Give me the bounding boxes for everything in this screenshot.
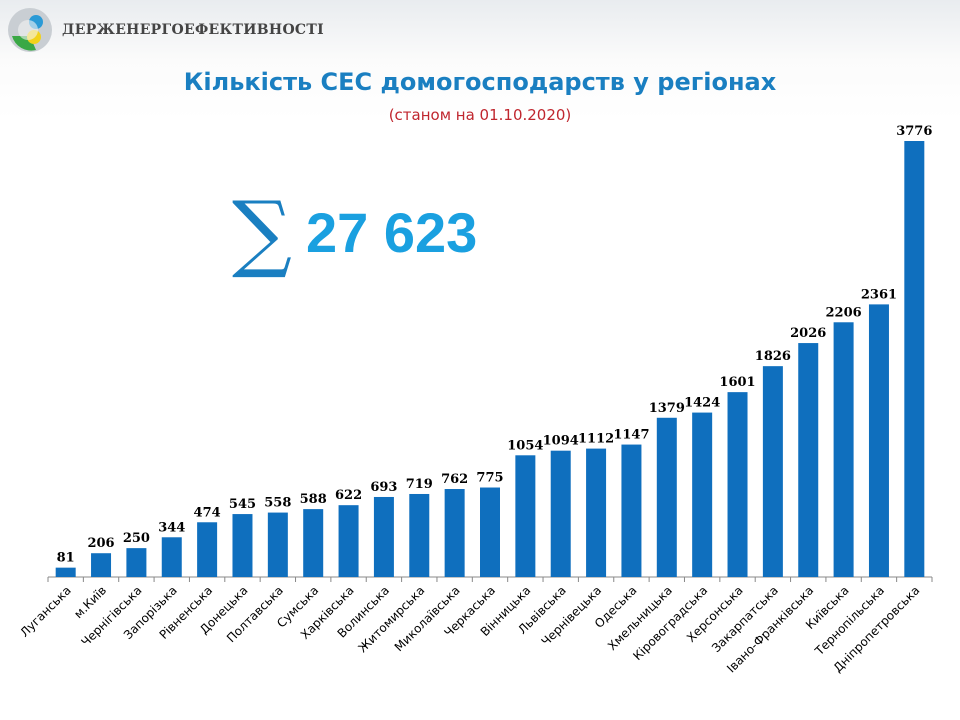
data-label: 344 [158, 520, 185, 535]
data-label: 1601 [719, 375, 755, 390]
logo-icon [8, 8, 52, 52]
bar [727, 392, 748, 577]
data-label: 2026 [790, 326, 826, 341]
bar [692, 412, 713, 577]
bar [267, 512, 288, 577]
bar [656, 417, 677, 577]
data-label: 1054 [507, 438, 543, 453]
data-label: 719 [406, 477, 433, 492]
data-label: 2206 [826, 305, 862, 320]
bar [621, 444, 642, 577]
data-label: 762 [441, 472, 468, 487]
data-label: 81 [57, 551, 75, 566]
category-label: Луганська [17, 583, 74, 640]
data-label: 1147 [613, 428, 649, 443]
bar [515, 455, 536, 577]
bar [232, 514, 253, 577]
bar [126, 548, 147, 577]
bar [762, 366, 783, 577]
data-label: 1112 [578, 432, 614, 447]
data-label: 1424 [684, 396, 720, 411]
bar [444, 489, 465, 577]
bar [833, 322, 854, 577]
data-label: 206 [87, 536, 114, 551]
data-label: 558 [264, 496, 291, 511]
data-label: 775 [476, 471, 503, 486]
data-label: 1094 [543, 434, 579, 449]
data-label: 2361 [861, 287, 897, 302]
total-value: 27 623 [305, 200, 478, 264]
bar [798, 343, 819, 577]
data-label: 588 [300, 492, 327, 507]
bar [586, 448, 607, 577]
data-label: 622 [335, 488, 362, 503]
total-callout: ∑ 27 623 [232, 190, 477, 274]
data-label: 1826 [755, 349, 791, 364]
data-label: 474 [194, 505, 221, 520]
bar [55, 567, 76, 577]
data-label: 1379 [649, 401, 685, 416]
sigma-icon: ∑ [232, 183, 292, 281]
chart-title: Кількість СЕС домогосподарств у регіонах [183, 68, 777, 96]
bar [868, 304, 889, 577]
bar [197, 522, 218, 577]
data-label: 545 [229, 497, 256, 512]
data-label: 693 [370, 480, 397, 495]
bar [480, 487, 500, 577]
bar [303, 509, 324, 577]
data-label: 3776 [896, 124, 932, 139]
bar [161, 537, 182, 577]
bar [904, 141, 925, 577]
data-label: 250 [123, 531, 150, 546]
bar [338, 505, 359, 577]
bar [373, 496, 394, 577]
bar [550, 450, 571, 577]
chart-subtitle: (станом на 01.10.2020) [388, 106, 572, 124]
bar [409, 493, 430, 577]
org-name: ДЕРЖЕНЕРГОЕФЕКТИВНОСТІ [62, 22, 324, 38]
bar [91, 553, 112, 577]
